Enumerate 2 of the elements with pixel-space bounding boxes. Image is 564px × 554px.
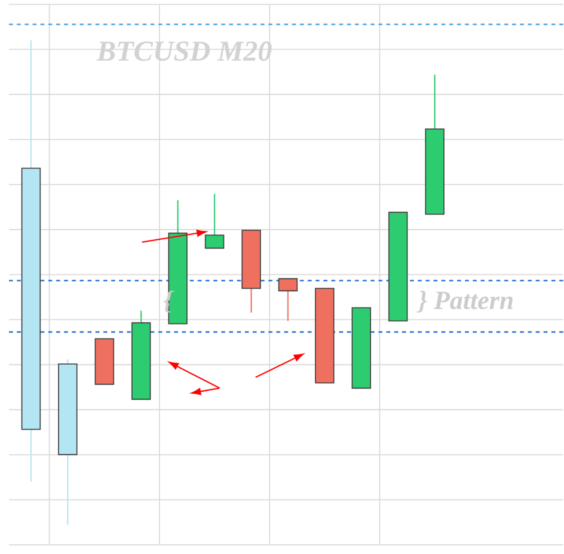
annotation: { [164,290,174,313]
candlestick [278,278,298,322]
